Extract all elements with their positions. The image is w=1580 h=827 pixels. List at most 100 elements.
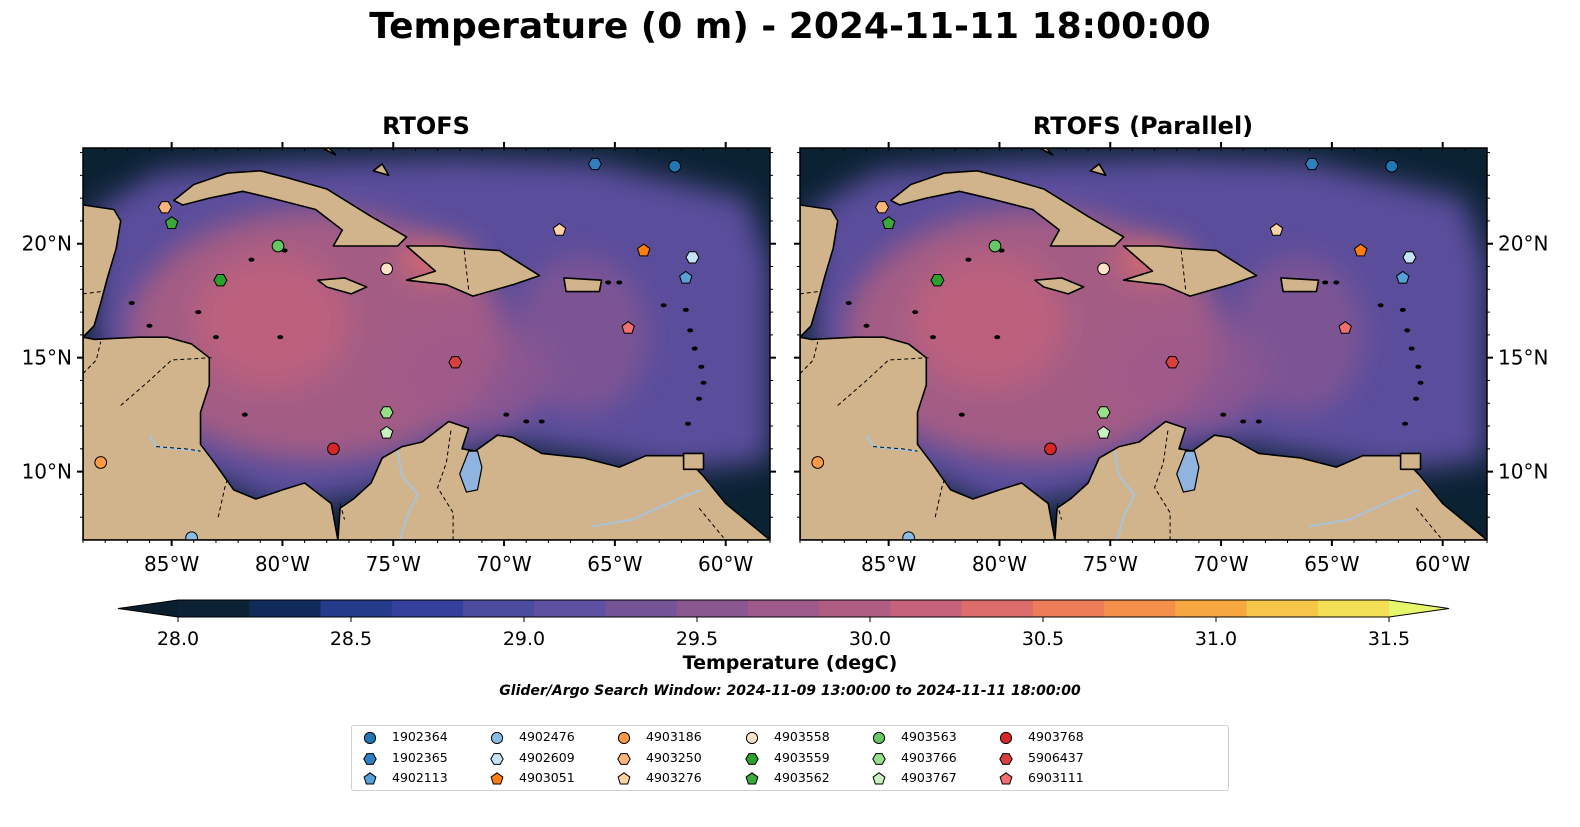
- float-marker-4903186: [811, 456, 825, 469]
- river: [592, 502, 669, 528]
- float-marker-4903558: [1097, 262, 1110, 276]
- small-island: [958, 412, 965, 417]
- float-marker-6903111: [1338, 320, 1352, 334]
- lon-tick-label: 60°W: [1415, 552, 1470, 576]
- float-marker-4903559: [213, 274, 228, 287]
- lon-tick-label: 80°W: [255, 552, 310, 576]
- legend-label: 6903111: [1028, 770, 1084, 785]
- small-island: [605, 280, 612, 285]
- hexagon-marker-icon: [490, 752, 504, 765]
- lon-tick-label: 65°W: [1304, 552, 1359, 576]
- float-marker-4903559: [930, 274, 945, 287]
- warm-eddy: [1232, 255, 1366, 415]
- warm-eddy: [515, 255, 649, 415]
- small-island: [1377, 303, 1384, 308]
- land-layer: [83, 148, 770, 540]
- small-island: [128, 300, 135, 305]
- landmass-southamerica: [1054, 420, 1487, 540]
- legend-marker-4903562: [745, 772, 759, 785]
- colorbar-extend-high: [1389, 600, 1449, 617]
- river: [667, 488, 702, 505]
- colorbar-tick-label: 30.0: [849, 628, 891, 650]
- landmass-hispaniola: [405, 245, 541, 297]
- colorbar-extend-low: [118, 600, 178, 617]
- legend: 1902364 1902365 4902113 4902476 4902609 49030…: [351, 725, 1229, 791]
- legend-marker-1902364: [363, 731, 377, 745]
- circle-marker-icon: [745, 731, 759, 745]
- lat-tick-label: 10°N: [22, 460, 72, 484]
- float-marker-4903766: [1096, 406, 1111, 419]
- landmass-jamaica: [317, 277, 368, 295]
- small-island: [685, 421, 692, 426]
- small-island: [1417, 380, 1424, 385]
- small-island: [212, 335, 219, 340]
- lon-tick-label: 70°W: [476, 552, 531, 576]
- legend-marker-4903276: [617, 772, 631, 785]
- small-island: [845, 300, 852, 305]
- landmass-yucatan: [83, 204, 122, 338]
- float-marker-1902364: [668, 159, 682, 173]
- legend-marker-4903768: [999, 731, 1013, 745]
- legend-label: 4903051: [519, 770, 575, 785]
- small-island: [682, 307, 689, 312]
- small-island: [687, 328, 694, 333]
- small-island: [700, 380, 707, 385]
- float-marker-4903766: [379, 406, 394, 419]
- small-island: [277, 335, 284, 340]
- pentagon-marker-icon: [745, 772, 759, 785]
- country-border: [1415, 507, 1441, 539]
- river: [1384, 488, 1419, 505]
- float-marker-4903051: [1353, 243, 1368, 257]
- colorbar-segment: [890, 600, 963, 617]
- float-marker-4903768: [1044, 442, 1057, 456]
- circle-marker-icon: [617, 731, 631, 745]
- float-marker-4903767: [1096, 425, 1111, 439]
- legend-marker-4903051: [490, 772, 504, 785]
- circle-marker-icon: [872, 731, 886, 745]
- float-marker-4902113: [1396, 270, 1410, 284]
- legend-label: 4903276: [646, 770, 702, 785]
- colorbar-segment: [1032, 600, 1105, 617]
- lon-tick-label: 75°W: [1083, 552, 1138, 576]
- river: [1113, 450, 1136, 540]
- legend-label: 4903563: [901, 729, 957, 744]
- country-border: [217, 480, 228, 518]
- small-island: [965, 257, 972, 262]
- colorbar-tick-label: 28.5: [330, 628, 372, 650]
- landmass-central: [83, 336, 339, 540]
- country-border: [698, 507, 724, 539]
- river: [1309, 502, 1386, 528]
- river: [396, 450, 419, 540]
- float-marker-4902476: [902, 531, 915, 540]
- warm-water-field: [844, 209, 1366, 461]
- small-island: [523, 419, 530, 424]
- small-island: [1322, 280, 1329, 285]
- small-island: [538, 419, 545, 424]
- colorbar-segment: [819, 600, 891, 617]
- legend-marker-4902609: [490, 752, 504, 765]
- landmass-bahama2: [1089, 163, 1107, 177]
- country-border: [437, 430, 454, 540]
- lat-tick-label: 15°N: [22, 346, 72, 370]
- colorbar-tick-label: 28.0: [157, 628, 199, 650]
- landmass-southamerica: [337, 420, 770, 540]
- pentagon-marker-icon: [617, 772, 631, 785]
- small-island: [146, 323, 153, 328]
- landmass-cuba: [890, 170, 1125, 247]
- legend-label: 4903558: [774, 729, 830, 744]
- country-border: [1154, 430, 1171, 540]
- small-island: [241, 412, 248, 417]
- small-island: [503, 412, 510, 417]
- search-window-subtitle: Glider/Argo Search Window: 2024-11-09 13…: [499, 683, 1081, 699]
- float-marker-4903250: [157, 201, 173, 214]
- float-marker-1902365: [587, 157, 603, 171]
- pentagon-marker-icon: [999, 772, 1013, 785]
- country-border: [873, 446, 918, 452]
- small-island: [929, 335, 936, 340]
- legend-marker-4903563: [872, 731, 886, 745]
- float-markers: [94, 157, 700, 540]
- colorbar-segment: [534, 600, 607, 617]
- legend-marker-4903558: [745, 731, 759, 745]
- land-layer: [800, 148, 1487, 540]
- small-island: [1255, 419, 1262, 424]
